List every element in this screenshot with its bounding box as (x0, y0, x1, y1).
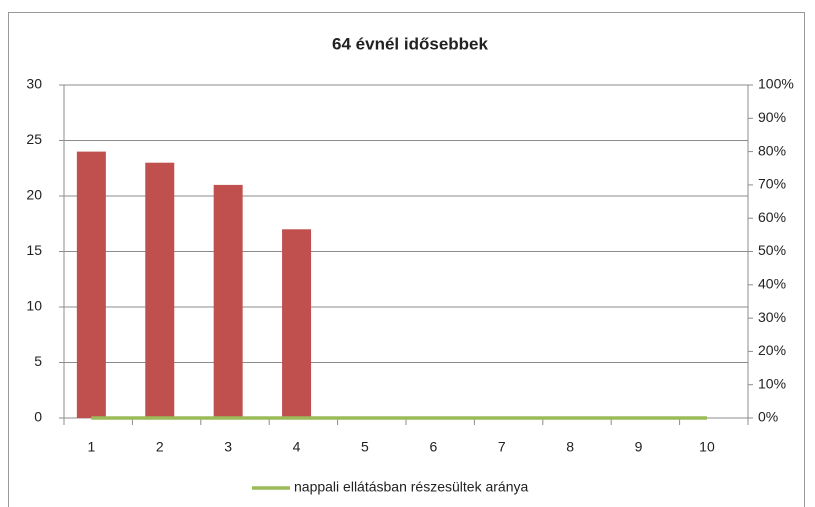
y-tick-label: 30 (26, 76, 42, 92)
bar (76, 151, 106, 418)
x-tick-label: 9 (635, 439, 643, 455)
x-tick-label: 1 (87, 439, 95, 455)
y-tick-label: 0 (34, 409, 42, 425)
y-tick-label: 25 (26, 131, 42, 147)
y2-tick-label: 20% (758, 342, 786, 358)
legend-label: nappali ellátásban részesültek aránya (294, 479, 528, 495)
y2-tick-label: 40% (758, 276, 786, 292)
bar (213, 184, 243, 418)
y-tick-label: 5 (34, 353, 42, 369)
chart-title: 64 évnél idősebbek (332, 34, 488, 53)
y2-tick-label: 10% (758, 375, 786, 391)
y-tick-label: 15 (26, 242, 42, 258)
y-tick-label: 20 (26, 187, 42, 203)
y2-tick-label: 100% (758, 76, 794, 92)
y2-tick-label: 30% (758, 309, 786, 325)
x-tick-label: 6 (429, 439, 437, 455)
chart-border (8, 12, 805, 507)
bar (282, 229, 312, 418)
x-tick-label: 7 (498, 439, 506, 455)
x-tick-label: 10 (699, 439, 715, 455)
y2-tick-label: 50% (758, 242, 786, 258)
y2-tick-label: 60% (758, 209, 786, 225)
y-tick-label: 10 (26, 298, 42, 314)
bar (145, 162, 175, 418)
y2-tick-label: 90% (758, 109, 786, 125)
x-tick-label: 2 (156, 439, 164, 455)
x-tick-label: 3 (224, 439, 232, 455)
y2-tick-label: 0% (758, 409, 778, 425)
y2-tick-label: 80% (758, 142, 786, 158)
y2-tick-label: 70% (758, 176, 786, 192)
x-tick-label: 8 (566, 439, 574, 455)
x-tick-label: 5 (361, 439, 369, 455)
x-tick-label: 4 (293, 439, 301, 455)
